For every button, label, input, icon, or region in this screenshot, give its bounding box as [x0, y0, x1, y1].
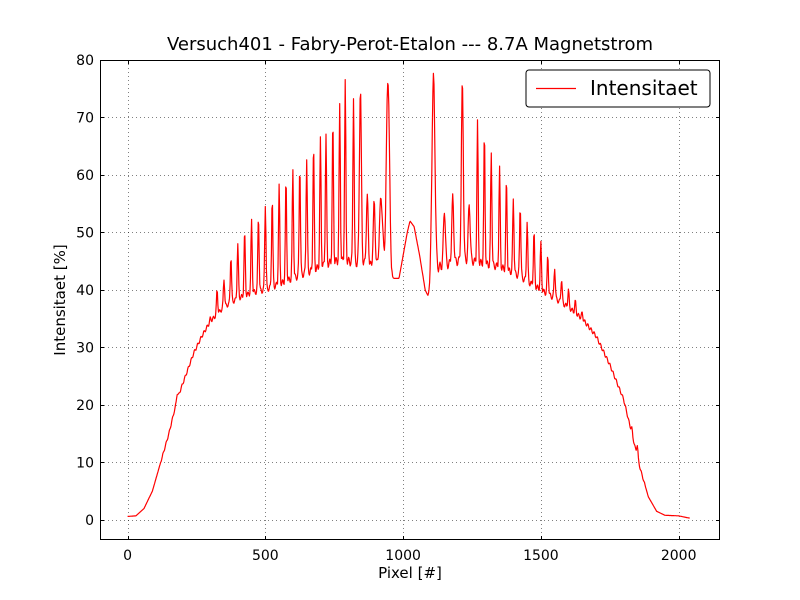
- y-tick-label: 40: [76, 283, 94, 299]
- x-axis-label: Pixel [#]: [378, 564, 442, 582]
- series-line-intensitaet: [127, 72, 690, 519]
- legend: Intensitaet: [525, 69, 711, 108]
- y-tick-label: 80: [76, 53, 94, 69]
- y-tick-label: 10: [76, 455, 94, 471]
- y-tick-label: 50: [76, 225, 94, 241]
- legend-box: [525, 69, 711, 108]
- chart-title: Versuch401 - Fabry-Perot-Etalon --- 8.7A…: [166, 34, 653, 55]
- x-tick-label: 2000: [661, 548, 697, 564]
- axes-frame: [100, 60, 720, 540]
- grid-layer: [100, 60, 720, 540]
- x-tick-label: 1000: [385, 548, 421, 564]
- tick-layer: 0 500 1000 1500 2000 0 10 20 30 40 50 60 70 80: [76, 53, 720, 564]
- x-tick-label: 0: [123, 548, 132, 564]
- x-tick-label: 500: [252, 548, 279, 564]
- x-tick-label: 1500: [523, 548, 559, 564]
- y-tick-label: 20: [76, 398, 94, 414]
- y-tick-label: 30: [76, 340, 94, 356]
- y-tick-label: 70: [76, 110, 94, 126]
- y-tick-label: 60: [76, 168, 94, 184]
- y-tick-label: 0: [85, 513, 94, 529]
- legend-label: Intensitaet: [590, 76, 698, 100]
- y-axis-label: Intensitaet [%]: [51, 244, 69, 356]
- series-layer: [127, 72, 690, 519]
